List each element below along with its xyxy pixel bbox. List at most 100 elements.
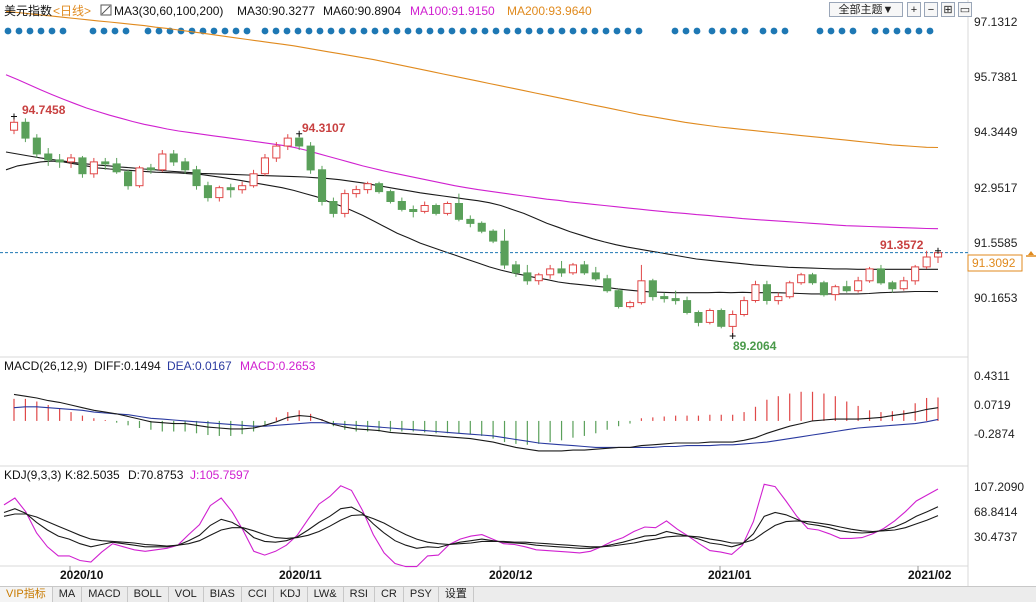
toolbar-cr[interactable]: CR	[375, 587, 404, 602]
candle-75	[865, 266, 874, 283]
event-dot-34	[415, 27, 423, 35]
zoom-out-icon[interactable]: −	[924, 2, 938, 17]
candle-31	[363, 181, 372, 194]
candle-body-30	[352, 189, 361, 195]
candle-58	[671, 290, 680, 305]
x-label-jan: 2021/01	[708, 568, 752, 582]
candle-body-28	[329, 201, 338, 214]
macd-tick-2: 0.0719	[974, 398, 1011, 412]
x-label-nov: 2020/11	[279, 568, 322, 582]
event-dot-44	[525, 27, 533, 35]
candle-body-3	[44, 153, 53, 161]
candle-body-74	[854, 280, 863, 292]
candle-body-54	[626, 302, 635, 308]
event-dot-47	[558, 27, 566, 35]
macd-tick-1: 0.4311	[974, 369, 1010, 383]
event-dot-69	[871, 27, 879, 35]
candle-66	[762, 280, 772, 305]
candle-body-17	[203, 185, 212, 199]
toolbar-cci[interactable]: CCI	[242, 587, 274, 602]
event-dot-62	[759, 27, 767, 35]
event-dot-70	[882, 27, 890, 35]
candle-1	[21, 118, 30, 143]
candle-39	[454, 193, 463, 222]
toolbar-lw[interactable]: LW&	[308, 587, 344, 602]
event-dot-73	[915, 27, 923, 35]
x-label-oct: 2020/10	[60, 568, 104, 582]
restore-icon[interactable]: ▭	[958, 2, 972, 17]
candle-body-61	[705, 310, 714, 323]
event-dot-30	[371, 27, 379, 35]
event-dot-43	[514, 27, 522, 35]
candle-body-20	[238, 185, 247, 191]
candle-29	[340, 189, 349, 218]
ma60-value: MA60:90.8904	[323, 4, 401, 18]
candle-body-44	[511, 264, 521, 274]
candle-body-24	[283, 137, 292, 147]
candle-13	[158, 150, 167, 172]
candle-body-59	[683, 300, 692, 314]
event-dot-71	[893, 27, 901, 35]
candle-body-56	[648, 280, 657, 298]
event-dot-41	[492, 27, 500, 35]
candle-body-1	[21, 121, 30, 139]
candle-69	[797, 272, 806, 285]
event-dot-60	[730, 27, 738, 35]
expand-icon[interactable]: ⊞	[941, 2, 955, 17]
candle-30	[352, 185, 361, 198]
candle-78	[899, 276, 908, 291]
candle-body-35	[409, 209, 418, 212]
toolbar-vol[interactable]: VOL	[169, 587, 204, 602]
event-dot-63	[770, 27, 778, 35]
zoom-in-icon[interactable]: +	[907, 2, 921, 17]
toolbar-vip-indicators[interactable]: VIP指标	[0, 587, 53, 602]
theme-select[interactable]: 全部主题▼	[829, 2, 903, 17]
kdj-tick-3: 30.4737	[974, 530, 1018, 544]
kdj-d-line	[3, 513, 939, 548]
toolbar-macd[interactable]: MACD	[82, 587, 128, 602]
orange-marker-icon	[1026, 251, 1036, 257]
kdj-tick-1: 107.2090	[974, 480, 1024, 494]
event-dot-4	[48, 27, 56, 35]
event-dot-26	[327, 27, 335, 35]
toolbar-rsi[interactable]: RSI	[344, 587, 375, 602]
candle-28	[329, 197, 338, 218]
toolbar-kdj[interactable]: KDJ	[274, 587, 308, 602]
price-tick-5: 91.5585	[974, 236, 1018, 250]
candle-10	[124, 169, 133, 190]
toolbar-settings[interactable]: 设置	[439, 587, 474, 602]
candle-body-76	[876, 268, 886, 284]
toolbar-psy[interactable]: PSY	[404, 587, 439, 602]
candle-43	[500, 229, 509, 269]
toolbar-bias[interactable]: BIAS	[204, 587, 242, 602]
symbol-title: 美元指数	[4, 3, 52, 18]
toolbar-ma[interactable]: MA	[53, 587, 83, 602]
candle-body-80	[922, 256, 931, 268]
candle-80	[922, 250, 931, 269]
current-price-value: 91.3092	[972, 256, 1016, 270]
price-tick-3: 94.3449	[974, 125, 1018, 139]
candle-body-50	[580, 264, 589, 274]
candle-76	[876, 264, 886, 285]
candle-body-49	[568, 264, 578, 274]
ma200-value: MA200:93.9640	[507, 4, 592, 18]
candle-6	[78, 155, 87, 178]
event-dot-2	[26, 27, 34, 35]
candle-45	[523, 264, 532, 285]
candle-33	[386, 189, 395, 204]
event-dot-24	[305, 27, 313, 35]
event-dot-1	[15, 27, 23, 35]
ma-settings-icon[interactable]	[100, 4, 112, 16]
candle-body-2	[32, 137, 41, 155]
toolbar-boll[interactable]: BOLL	[128, 587, 169, 602]
candle-54	[626, 300, 635, 309]
dollar-index-chart: 美元指数 <日线> MA3(30,60,100,200) MA30:90.327…	[0, 0, 1036, 586]
candle-body-63	[728, 314, 737, 327]
period-label[interactable]: <日线>	[53, 4, 91, 18]
event-dot-54	[635, 27, 643, 35]
last-high-annotation: 91.3572	[880, 238, 924, 252]
candle-65	[751, 280, 760, 303]
event-dot-7	[100, 27, 108, 35]
indicator-toolbar: VIP指标 MA MACD BOLL VOL BIAS CCI KDJ LW& …	[0, 586, 1036, 602]
